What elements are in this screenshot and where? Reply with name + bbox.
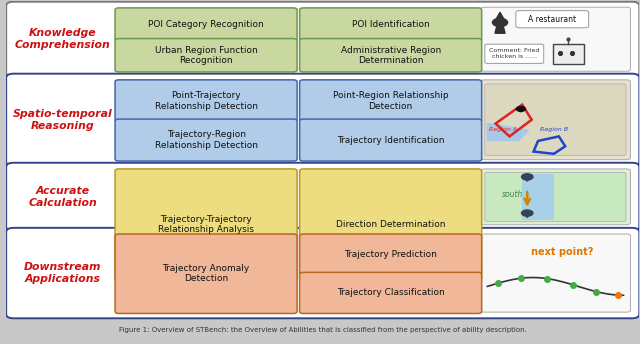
FancyBboxPatch shape <box>485 44 544 63</box>
FancyBboxPatch shape <box>6 163 639 231</box>
FancyBboxPatch shape <box>300 39 482 72</box>
FancyBboxPatch shape <box>6 2 639 77</box>
Text: Figure 1: Overview of STBench: the Overview of Abilities that is classified from: Figure 1: Overview of STBench: the Overv… <box>119 326 527 333</box>
Text: Trajectory Prediction: Trajectory Prediction <box>344 250 437 259</box>
Polygon shape <box>523 177 532 181</box>
Circle shape <box>522 210 533 216</box>
Polygon shape <box>516 109 526 112</box>
Text: Trajectory Anomaly
Detection: Trajectory Anomaly Detection <box>163 264 250 283</box>
FancyBboxPatch shape <box>115 119 297 161</box>
Polygon shape <box>495 26 505 33</box>
FancyBboxPatch shape <box>481 7 630 71</box>
Text: POI Identification: POI Identification <box>352 20 429 29</box>
FancyBboxPatch shape <box>300 272 482 313</box>
Text: Trajectory Classification: Trajectory Classification <box>337 288 445 298</box>
Text: Point-Trajectory
Relationship Detection: Point-Trajectory Relationship Detection <box>155 91 257 110</box>
Text: Point-Region Relationship
Detection: Point-Region Relationship Detection <box>333 91 449 110</box>
FancyBboxPatch shape <box>516 11 589 28</box>
Text: Urban Region Function
Recognition: Urban Region Function Recognition <box>155 45 257 65</box>
Text: Spatio-temporal
Reasoning: Spatio-temporal Reasoning <box>13 109 113 131</box>
FancyBboxPatch shape <box>481 80 630 160</box>
FancyBboxPatch shape <box>300 119 482 161</box>
FancyBboxPatch shape <box>485 172 626 221</box>
Text: Administrative Region
Determination: Administrative Region Determination <box>340 45 441 65</box>
Text: POI Category Recognition: POI Category Recognition <box>148 20 264 29</box>
Circle shape <box>492 18 508 26</box>
FancyBboxPatch shape <box>485 84 626 155</box>
Text: next point?: next point? <box>531 247 594 257</box>
Text: Downstream
Applications: Downstream Applications <box>24 262 102 284</box>
FancyBboxPatch shape <box>115 8 297 41</box>
FancyBboxPatch shape <box>481 169 630 225</box>
FancyBboxPatch shape <box>300 234 482 275</box>
Text: south: south <box>502 190 524 199</box>
Text: Region A: Region A <box>489 127 517 132</box>
FancyBboxPatch shape <box>300 80 482 122</box>
FancyBboxPatch shape <box>300 8 482 41</box>
Polygon shape <box>487 123 529 140</box>
FancyBboxPatch shape <box>522 174 554 220</box>
Polygon shape <box>523 213 532 217</box>
FancyBboxPatch shape <box>552 44 584 64</box>
FancyBboxPatch shape <box>481 234 630 312</box>
Text: Direction Determination: Direction Determination <box>336 220 445 229</box>
Text: Trajectory-Trajectory
Relationship Analysis: Trajectory-Trajectory Relationship Analy… <box>158 215 254 235</box>
Text: Accurate
Calculation: Accurate Calculation <box>28 186 97 208</box>
Text: Comment: Fried
chicken is ......: Comment: Fried chicken is ...... <box>489 49 540 59</box>
FancyBboxPatch shape <box>115 80 297 122</box>
FancyBboxPatch shape <box>6 228 639 318</box>
FancyBboxPatch shape <box>6 74 639 166</box>
Polygon shape <box>495 12 504 20</box>
FancyBboxPatch shape <box>300 169 482 281</box>
Text: Region B: Region B <box>540 127 568 132</box>
FancyBboxPatch shape <box>115 234 297 313</box>
Text: Trajectory-Region
Relationship Detection: Trajectory-Region Relationship Detection <box>155 130 257 150</box>
Text: Trajectory Identification: Trajectory Identification <box>337 136 444 144</box>
Circle shape <box>522 174 533 180</box>
Text: Knowledge
Comprehension: Knowledge Comprehension <box>15 29 111 50</box>
Circle shape <box>516 107 525 111</box>
FancyBboxPatch shape <box>115 169 297 281</box>
FancyBboxPatch shape <box>115 39 297 72</box>
Text: A restaurant: A restaurant <box>528 15 576 24</box>
